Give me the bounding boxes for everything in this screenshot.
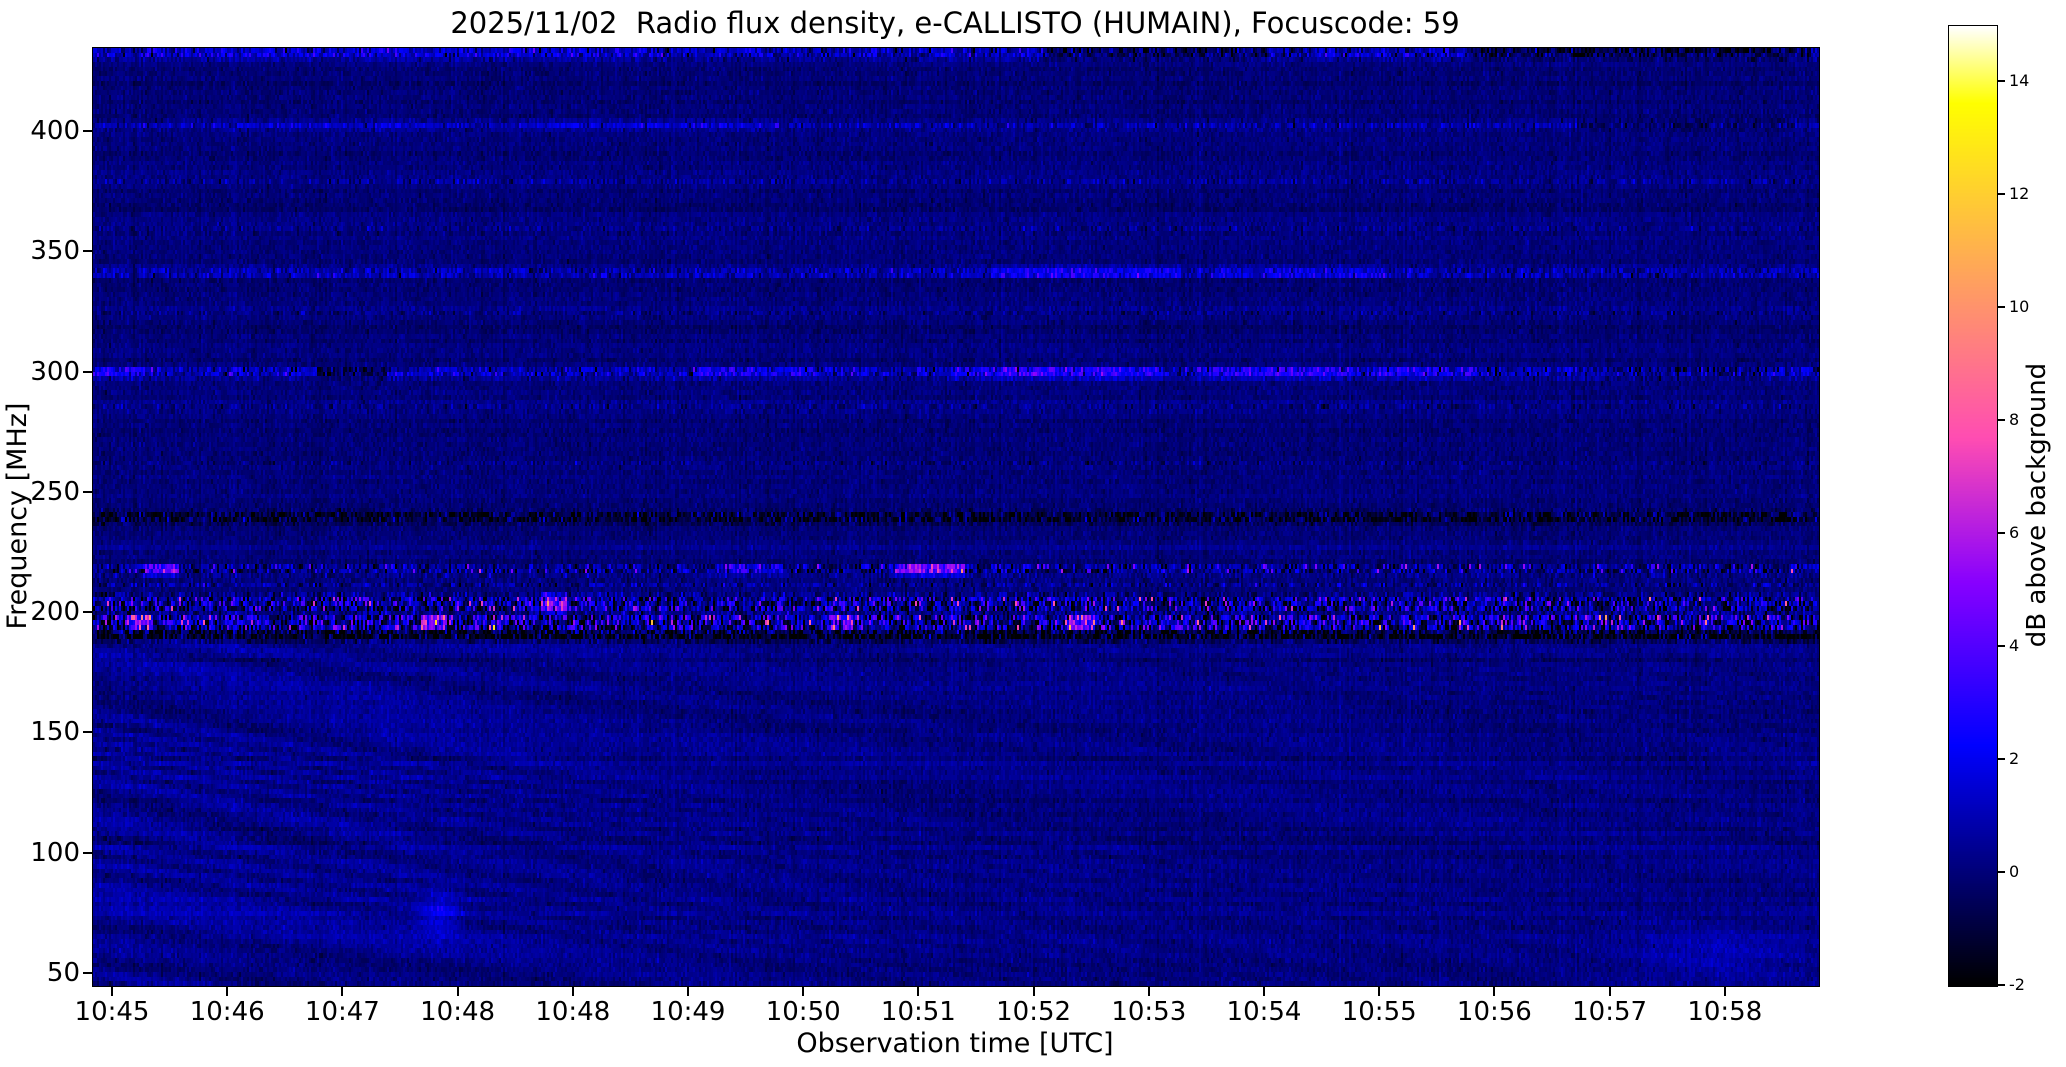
- x-tick-label: 10:52: [996, 997, 1072, 1027]
- colorbar-label: dB above background: [2022, 362, 2052, 648]
- x-tick-mark: [1263, 987, 1265, 996]
- y-tick-mark: [83, 490, 92, 493]
- x-tick-mark: [226, 987, 229, 996]
- y-tick-mark: [83, 370, 92, 373]
- colorbar-tick-label: 4: [2009, 636, 2020, 656]
- x-tick-label: 10:54: [1226, 997, 1302, 1027]
- colorbar-tick-label: 6: [2009, 523, 2020, 543]
- x-tick-label: 10:46: [189, 997, 265, 1027]
- x-tick-label: 10:56: [1456, 997, 1532, 1027]
- spectrogram-canvas: [93, 48, 1819, 986]
- x-tick-mark: [917, 987, 920, 996]
- plot-area: [92, 47, 1820, 987]
- colorbar-tick-label: 10: [2009, 297, 2030, 317]
- y-tick-label: 250: [30, 476, 80, 507]
- x-tick-mark: [687, 987, 689, 996]
- y-tick-mark: [83, 971, 92, 974]
- x-tick-label: 10:48: [535, 997, 611, 1027]
- colorbar-gradient: [1949, 26, 1997, 986]
- x-tick-label: 10:50: [765, 997, 841, 1027]
- x-tick-label: 10:58: [1687, 997, 1763, 1027]
- y-tick-label: 400: [30, 116, 80, 147]
- colorbar-tick-mark: [1998, 193, 2005, 196]
- colorbar-tick-mark: [1998, 871, 2005, 874]
- x-tick-mark: [1608, 987, 1611, 996]
- y-tick-label: 100: [30, 837, 80, 868]
- x-tick-label: 10:51: [880, 997, 956, 1027]
- y-tick-label: 200: [30, 597, 80, 628]
- colorbar-tick-label: -2: [2009, 975, 2025, 994]
- colorbar-tick-mark: [1998, 984, 2005, 986]
- x-tick-mark: [1493, 987, 1496, 996]
- y-tick-label: 350: [30, 236, 80, 267]
- x-tick-label: 10:45: [74, 997, 150, 1027]
- y-tick-mark: [83, 851, 92, 854]
- x-tick-mark: [802, 987, 805, 996]
- colorbar-tick-mark: [1998, 306, 2005, 309]
- colorbar-tick-mark: [1998, 758, 2005, 761]
- colorbar-tick-label: 0: [2009, 862, 2020, 882]
- x-tick-label: 10:53: [1111, 997, 1187, 1027]
- colorbar-tick-mark: [1998, 645, 2005, 648]
- x-tick-label: 10:57: [1572, 997, 1648, 1027]
- x-tick-label: 10:47: [304, 997, 380, 1027]
- x-tick-mark: [456, 987, 459, 996]
- x-axis-label: Observation time [UTC]: [796, 1028, 1114, 1059]
- x-tick-mark: [1032, 987, 1035, 996]
- y-tick-label: 150: [30, 717, 80, 748]
- colorbar: [1948, 25, 1998, 987]
- colorbar-tick-mark: [1998, 80, 2005, 83]
- x-tick-label: 10:55: [1341, 997, 1417, 1027]
- colorbar-tick-label: 8: [2009, 410, 2020, 430]
- y-tick-mark: [83, 250, 92, 253]
- x-tick-mark: [1723, 987, 1726, 996]
- x-tick-mark: [571, 987, 574, 996]
- colorbar-tick-mark: [1998, 532, 2005, 535]
- x-tick-mark: [111, 987, 113, 996]
- chart-title: 2025/11/02 Radio flux density, e-CALLIST…: [450, 6, 1460, 40]
- x-tick-mark: [341, 987, 344, 996]
- y-tick-mark: [83, 731, 92, 734]
- colorbar-tick-mark: [1998, 419, 2005, 422]
- x-tick-mark: [1147, 987, 1150, 996]
- colorbar-tick-label: 2: [2009, 749, 2020, 769]
- colorbar-tick-label: 14: [2009, 71, 2030, 91]
- x-tick-label: 10:49: [650, 997, 726, 1027]
- x-tick-label: 10:48: [420, 997, 496, 1027]
- colorbar-tick-label: 12: [2009, 184, 2030, 204]
- y-tick-label: 300: [30, 356, 80, 387]
- y-tick-label: 50: [46, 957, 80, 988]
- x-tick-mark: [1378, 987, 1381, 996]
- y-tick-mark: [83, 611, 92, 614]
- y-tick-mark: [83, 130, 92, 133]
